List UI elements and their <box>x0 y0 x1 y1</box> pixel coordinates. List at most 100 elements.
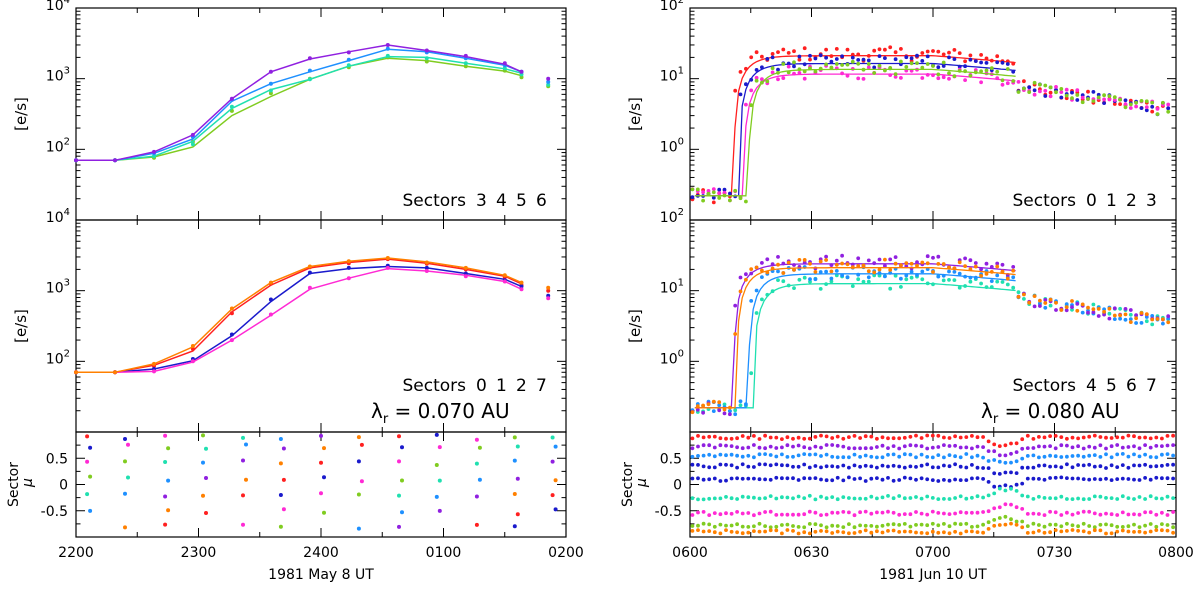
mu-point-sector-1 <box>356 459 361 464</box>
mu-point-sector-3 <box>970 525 974 529</box>
mu-point-sector-0 <box>953 434 957 439</box>
mu-point-sector-3 <box>400 478 404 483</box>
data-point-sector-7 <box>909 261 914 266</box>
data-point-sector-4 <box>749 371 754 376</box>
data-point-sector-2 <box>936 76 941 81</box>
data-point-sector-0 <box>834 47 839 51</box>
mu-point-sector-0 <box>902 435 907 440</box>
mu-point-sector-6 <box>752 443 756 447</box>
data-point-sector-5 <box>840 273 844 278</box>
mu-point-sector-1 <box>774 462 779 467</box>
data-point-sector-7 <box>1086 305 1090 310</box>
mu-point-sector-1 <box>1009 470 1013 475</box>
data-point-sector-6 <box>968 258 973 263</box>
mu-point-sector-1 <box>1132 477 1136 482</box>
mu-point-sector-0 <box>981 435 985 439</box>
mu-point-sector-7 <box>1009 521 1013 526</box>
data-point-sector-4 <box>963 284 967 288</box>
y-axis-label: Sector <box>6 462 22 507</box>
data-point-sector-7 <box>856 264 861 268</box>
mu-point-sector-7 <box>1025 531 1030 535</box>
mu-point-sector-5 <box>400 510 404 515</box>
mu-point-sector-1 <box>1048 476 1052 480</box>
mu-point-sector-7 <box>712 530 717 535</box>
mu-point-sector-4 <box>757 496 762 501</box>
mu-point-sector-5 <box>835 455 840 460</box>
data-point-sector-5 <box>385 46 390 51</box>
data-point-sector-7 <box>904 261 909 265</box>
mu-point-sector-6 <box>707 443 712 448</box>
data-point-sector-0 <box>995 54 1000 59</box>
data-point-sector-6 <box>1054 308 1058 312</box>
mu-point-sector-1 <box>1048 464 1052 469</box>
mu-point-sector-7 <box>1132 530 1136 534</box>
data-point-sector-7 <box>190 344 195 348</box>
mu-point-sector-2 <box>835 510 840 515</box>
mu-point-sector-5 <box>757 452 762 457</box>
mu-point-sector-6 <box>718 443 723 448</box>
data-point-sector-3 <box>1016 90 1021 94</box>
data-point-sector-4 <box>979 281 983 286</box>
mu-point-sector-7 <box>858 529 862 534</box>
data-point-sector-5 <box>909 269 914 274</box>
model-line-sector-4 <box>694 282 1016 409</box>
mu-point-sector-7 <box>796 531 801 536</box>
mu-point-sector-1 <box>1154 475 1159 480</box>
data-point-sector-1 <box>877 54 882 58</box>
data-point-sector-5 <box>1123 317 1128 322</box>
mu-point-sector-3 <box>1037 523 1041 527</box>
mu-point-sector-1 <box>835 475 840 480</box>
mu-point-sector-2 <box>712 511 717 515</box>
mu-point-sector-1 <box>942 478 946 482</box>
mu-point-sector-3 <box>1165 523 1170 527</box>
data-point-sector-1 <box>1166 106 1171 111</box>
mu-point-sector-3 <box>830 523 835 528</box>
mu-point-sector-4 <box>958 494 963 499</box>
data-layer <box>74 43 1175 536</box>
data-point-sector-7 <box>813 270 818 274</box>
legend-title: Sectors <box>402 191 466 211</box>
mu-point-sector-7 <box>1031 530 1036 535</box>
data-point-sector-4 <box>925 281 930 286</box>
mu-point-sector-1 <box>791 476 795 481</box>
data-point-sector-6 <box>834 258 839 263</box>
data-point-sector-7 <box>797 258 802 262</box>
data-point-sector-3 <box>915 61 919 65</box>
data-point-sector-3 <box>786 70 791 75</box>
mu-point-sector-1 <box>863 479 868 483</box>
data-point-sector-4 <box>947 278 951 282</box>
mu-point-sector-4 <box>1098 494 1103 499</box>
mu-point-sector-0 <box>712 434 717 439</box>
mu-point-sector-7 <box>875 529 879 534</box>
data-point-sector-0 <box>786 51 791 55</box>
mu-point-sector-3 <box>712 524 717 529</box>
mu-point-sector-1 <box>735 465 739 470</box>
mu-point-sector-6 <box>241 458 245 463</box>
data-point-sector-3 <box>968 73 973 78</box>
data-point-sector-3 <box>920 65 925 70</box>
mu-point-sector-6 <box>1120 445 1125 450</box>
data-point-sector-5 <box>824 269 828 274</box>
mu-point-sector-0 <box>319 460 323 465</box>
mu-point-sector-3 <box>746 525 751 529</box>
model-line-sector-2 <box>76 267 522 374</box>
mu-point-sector-0 <box>970 434 974 438</box>
data-point-sector-0 <box>931 49 935 53</box>
mu-point-sector-5 <box>746 453 751 458</box>
mu-point-sector-7 <box>964 529 969 534</box>
mu-point-sector-2 <box>1104 511 1108 516</box>
xtick-label: 0730 <box>1037 545 1073 561</box>
mu-point-sector-1 <box>858 464 862 469</box>
data-point-sector-2 <box>717 191 722 196</box>
data-point-sector-5 <box>346 57 351 62</box>
mu-point-sector-1 <box>1120 463 1125 467</box>
mu-point-sector-4 <box>986 493 991 498</box>
data-point-sector-5 <box>915 273 919 277</box>
mu-point-sector-0 <box>824 434 829 439</box>
data-point-sector-1 <box>995 60 1000 65</box>
mu-point-sector-3 <box>1098 522 1103 527</box>
mu-point-sector-0 <box>992 442 997 447</box>
data-point-sector-6 <box>738 275 743 280</box>
mu-point-sector-3 <box>936 523 941 528</box>
data-point-sector-7 <box>861 263 866 268</box>
